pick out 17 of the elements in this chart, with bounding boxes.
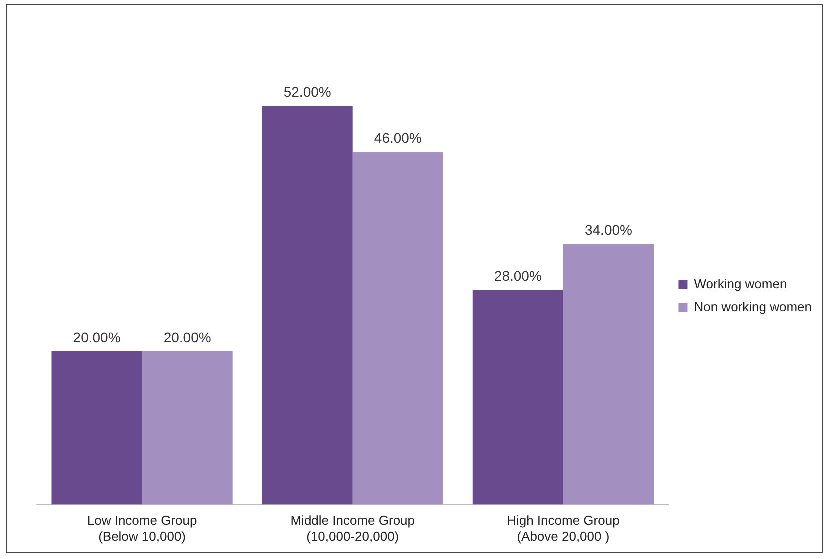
bar xyxy=(472,290,564,505)
bar xyxy=(142,352,233,505)
bar xyxy=(563,244,654,505)
x-tick-label: High Income Group (Above 20,000 ) xyxy=(507,513,620,544)
bar xyxy=(52,352,142,505)
data-label: 20.00% xyxy=(164,329,212,346)
data-label: 34.00% xyxy=(584,222,632,238)
bar xyxy=(262,106,353,505)
bar xyxy=(352,152,444,505)
legend-label: Working women xyxy=(694,276,788,292)
legend-label: Non working women xyxy=(694,300,812,315)
data-label: 20.00% xyxy=(73,329,121,346)
data-label: 52.00% xyxy=(284,84,332,100)
x-tick-label: Low Income Group (Below 10,000) xyxy=(87,513,198,544)
data-label: 46.00% xyxy=(374,130,422,146)
x-tick-label: Middle Income Group (10,000-20,000) xyxy=(290,513,416,544)
data-label: 28.00% xyxy=(494,268,542,284)
